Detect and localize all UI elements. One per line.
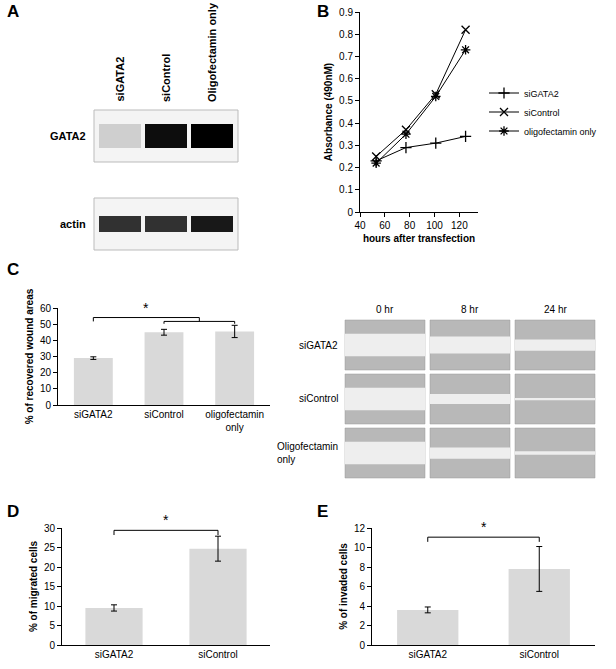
svg-text:A: A: [7, 2, 19, 21]
svg-text:60: 60: [379, 220, 391, 231]
svg-text:0.7: 0.7: [339, 51, 353, 62]
svg-text:24 hr: 24 hr: [544, 304, 567, 315]
svg-text:40: 40: [40, 335, 52, 346]
svg-text:0: 0: [49, 640, 55, 651]
svg-text:100: 100: [426, 220, 443, 231]
svg-text:120: 120: [451, 220, 468, 231]
svg-text:Oligofectamin only: Oligofectamin only: [206, 2, 218, 102]
svg-text:8 hr: 8 hr: [461, 304, 479, 315]
svg-text:D: D: [7, 502, 19, 521]
svg-text:siControl: siControl: [160, 54, 172, 102]
svg-text:siGATA2: siGATA2: [524, 89, 559, 99]
svg-text:siControl: siControl: [520, 649, 559, 660]
svg-text:*: *: [163, 512, 169, 528]
svg-text:0.5: 0.5: [339, 95, 353, 106]
svg-text:hours after transfection: hours after transfection: [363, 233, 475, 244]
svg-text:oligofectaminonly: oligofectaminonly: [205, 409, 264, 433]
svg-text:0.1: 0.1: [339, 184, 353, 195]
svg-text:50: 50: [40, 319, 52, 330]
svg-text:*: *: [143, 300, 149, 316]
svg-text:20: 20: [40, 367, 52, 378]
svg-text:actin: actin: [60, 218, 86, 230]
svg-text:siGATA2: siGATA2: [114, 57, 126, 102]
svg-text:10: 10: [354, 542, 366, 553]
svg-text:0.3: 0.3: [339, 140, 353, 151]
svg-text:4: 4: [359, 601, 365, 612]
svg-text:Absorbance (490nM): Absorbance (490nM): [323, 63, 334, 161]
svg-text:10: 10: [40, 383, 52, 394]
svg-text:% of recovered wound areas: % of recovered wound areas: [24, 288, 35, 424]
svg-text:C: C: [7, 260, 19, 279]
svg-text:GATA2: GATA2: [50, 130, 86, 142]
svg-text:0.9: 0.9: [339, 7, 353, 18]
svg-text:oligofectamin only: oligofectamin only: [524, 127, 597, 137]
svg-text:20: 20: [44, 562, 56, 573]
svg-text:10: 10: [44, 601, 56, 612]
svg-text:*: *: [481, 519, 487, 535]
svg-text:40: 40: [354, 220, 366, 231]
svg-text:2: 2: [359, 620, 365, 631]
svg-text:30: 30: [44, 523, 56, 534]
svg-text:12: 12: [354, 523, 366, 534]
svg-text:siGATA2: siGATA2: [95, 649, 134, 660]
svg-text:0 hr: 0 hr: [376, 304, 394, 315]
svg-text:30: 30: [40, 351, 52, 362]
svg-text:5: 5: [49, 620, 55, 631]
svg-text:siGATA2: siGATA2: [299, 340, 338, 351]
svg-text:B: B: [317, 2, 329, 21]
svg-text:80: 80: [404, 220, 416, 231]
svg-text:% of migrated cells: % of migrated cells: [28, 540, 39, 632]
svg-text:0.8: 0.8: [339, 29, 353, 40]
svg-text:siGATA2: siGATA2: [408, 649, 447, 660]
svg-text:% of invaded cells: % of invaded cells: [338, 543, 349, 630]
svg-text:siControl: siControl: [144, 409, 183, 420]
svg-text:0: 0: [45, 400, 51, 411]
svg-text:0.2: 0.2: [339, 162, 353, 173]
svg-text:25: 25: [44, 542, 56, 553]
svg-text:siControl: siControl: [198, 649, 237, 660]
svg-text:siControl: siControl: [299, 393, 338, 404]
svg-text:Oligofectaminonly: Oligofectaminonly: [277, 441, 338, 465]
svg-text:0.4: 0.4: [339, 118, 353, 129]
svg-text:8: 8: [359, 562, 365, 573]
svg-text:siGATA2: siGATA2: [74, 409, 113, 420]
svg-text:siControl: siControl: [524, 108, 560, 118]
svg-text:6: 6: [359, 581, 365, 592]
svg-text:E: E: [317, 502, 328, 521]
svg-text:0: 0: [359, 640, 365, 651]
svg-text:0: 0: [347, 207, 353, 218]
svg-text:60: 60: [40, 303, 52, 314]
svg-text:15: 15: [44, 581, 56, 592]
svg-text:0.6: 0.6: [339, 73, 353, 84]
